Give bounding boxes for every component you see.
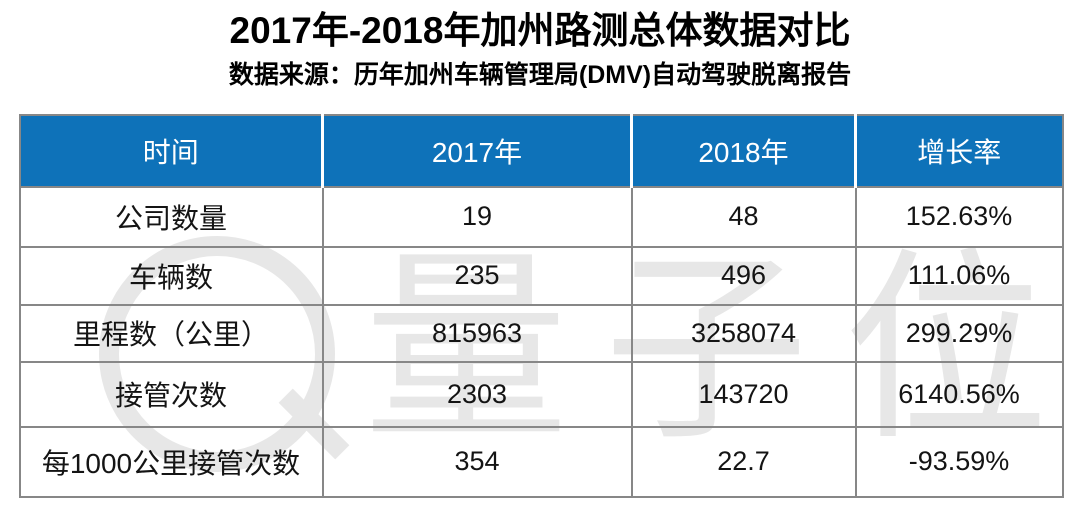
cell-2018: 143720 xyxy=(630,360,857,428)
cell-growth: 6140.56% xyxy=(854,360,1064,428)
row-label: 车辆数 xyxy=(18,245,324,306)
row-label: 里程数（公里） xyxy=(18,303,324,363)
cell-2017: 815963 xyxy=(321,303,633,363)
cell-2018: 3258074 xyxy=(630,303,857,363)
page-title: 2017年-2018年加州路测总体数据对比 xyxy=(229,10,851,51)
table-row-mileage: 里程数（公里） 815963 3258074 299.29% xyxy=(18,303,1064,363)
col-header-time: 时间 xyxy=(19,114,323,188)
table-row-companies: 公司数量 19 48 152.63% xyxy=(18,185,1064,248)
cell-2017: 354 xyxy=(321,425,633,498)
table-row-disengagements-per-1000km: 每1000公里接管次数 354 22.7 -93.59% xyxy=(18,425,1064,498)
cell-2018: 22.7 xyxy=(630,425,857,498)
cell-2017: 2303 xyxy=(321,360,633,428)
cell-2018: 48 xyxy=(630,185,857,248)
col-header-growth-rate: 增长率 xyxy=(854,114,1063,188)
row-label: 接管次数 xyxy=(18,360,324,428)
table-row-disengagements: 接管次数 2303 143720 6140.56% xyxy=(18,360,1064,428)
cell-growth: 299.29% xyxy=(854,303,1064,363)
cell-growth: 152.63% xyxy=(854,185,1064,248)
row-label: 每1000公里接管次数 xyxy=(18,425,324,498)
cell-growth: 111.06% xyxy=(854,245,1064,306)
cell-growth: -93.59% xyxy=(854,425,1064,498)
comparison-table-area: 量子位 时间 2017年 2018年 增长率 公司数量 19 48 152.63… xyxy=(18,113,1064,498)
cell-2017: 19 xyxy=(321,185,633,248)
col-header-2017: 2017年 xyxy=(321,114,632,188)
table-header-row: 时间 2017年 2018年 增长率 xyxy=(19,114,1063,188)
comparison-table: 时间 2017年 2018年 增长率 公司数量 19 48 152.63% 车辆… xyxy=(18,113,1064,498)
row-label: 公司数量 xyxy=(18,185,324,248)
cell-2017: 235 xyxy=(321,245,633,306)
col-header-2018: 2018年 xyxy=(630,114,856,188)
table-row-vehicles: 车辆数 235 496 111.06% xyxy=(18,245,1064,306)
cell-2018: 496 xyxy=(630,245,857,306)
data-source-subtitle: 数据来源：历年加州车辆管理局(DMV)自动驾驶脱离报告 xyxy=(228,60,852,89)
